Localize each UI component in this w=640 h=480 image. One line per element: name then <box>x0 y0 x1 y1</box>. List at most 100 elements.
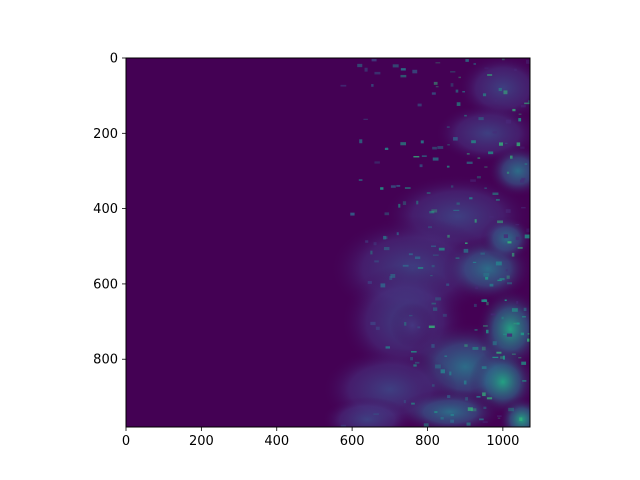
x-tick-label: 400 <box>264 434 289 449</box>
y-tick-label: 800 <box>93 353 118 368</box>
cloud-speckle <box>396 184 401 187</box>
cloud-speckle <box>340 424 346 427</box>
cloud-field <box>321 58 530 427</box>
cloud-speckle <box>480 252 485 255</box>
cloud-speckle <box>385 147 388 150</box>
cloud-speckle <box>371 58 377 62</box>
x-axis: 0 200 400 600 800 1000 <box>122 427 519 449</box>
cloud-speckle <box>364 67 368 72</box>
cloud-speckle <box>498 87 502 92</box>
cloud-speckle <box>521 361 527 365</box>
cloud-speckle <box>484 187 487 189</box>
cloud-speckle <box>517 246 523 249</box>
cloud-speckle <box>482 421 488 423</box>
axes-frame <box>125 57 531 428</box>
cloud-speckle <box>505 269 508 272</box>
cloud-speckle <box>358 179 363 182</box>
cloud-speckle <box>505 209 511 213</box>
cloud-speckle <box>374 260 379 263</box>
cloud-speckle <box>507 282 513 285</box>
cloud-speckle <box>426 192 431 194</box>
cloud-speckle <box>483 406 487 410</box>
cloud-speckle <box>440 417 444 420</box>
cloud-speckle <box>365 240 369 243</box>
cloud-speckle <box>421 155 427 157</box>
cloud-speckle <box>483 325 488 327</box>
cloud-speckle <box>432 307 438 311</box>
cloud-speckle <box>483 273 490 277</box>
cloud-speckle <box>528 100 530 103</box>
cloud-speckle <box>464 344 468 347</box>
cloud-speckle <box>423 423 429 427</box>
cloud-speckle <box>373 413 380 415</box>
cloud-speckle <box>467 407 473 411</box>
cloud-speckle <box>497 279 502 282</box>
cloud-speckle <box>521 206 526 209</box>
cloud-speckle <box>515 224 520 226</box>
cloud-patch <box>480 216 530 262</box>
cloud-speckle <box>524 102 530 105</box>
cloud-speckle <box>384 212 390 216</box>
cloud-speckle <box>494 98 497 102</box>
cloud-speckle <box>513 322 517 325</box>
cloud-speckle <box>524 163 528 165</box>
cloud-speckle <box>433 81 438 85</box>
cloud-speckle <box>400 142 407 146</box>
cloud-speckle <box>458 76 461 79</box>
cloud-speckle <box>476 395 481 398</box>
cloud-speckle <box>523 307 527 312</box>
cloud-speckle <box>363 118 368 120</box>
cloud-speckle <box>497 220 503 224</box>
cloud-speckle <box>400 74 407 78</box>
cloud-speckle <box>509 155 513 159</box>
cloud-speckle <box>526 228 530 233</box>
cloud-speckle <box>370 321 376 326</box>
cloud-speckle <box>384 236 388 240</box>
cloud-speckle <box>398 203 401 208</box>
cloud-speckle <box>518 357 522 359</box>
cloud-speckle <box>390 274 396 278</box>
cloud-speckle <box>497 415 502 417</box>
cloud-speckle <box>396 232 399 236</box>
cloud-speckle <box>437 146 444 149</box>
cloud-speckle <box>477 157 481 159</box>
cloud-speckle <box>507 241 512 244</box>
cloud-speckle <box>521 177 526 181</box>
cloud-speckle <box>476 176 481 179</box>
cloud-speckle <box>440 369 445 374</box>
cloud-speckle <box>402 264 409 267</box>
cloud-speckle <box>446 283 450 286</box>
cloud-speckle <box>481 366 487 369</box>
cloud-speckle <box>463 380 467 385</box>
cloud-speckle <box>350 212 355 216</box>
cloud-speckle <box>463 248 469 253</box>
cloud-speckle <box>479 418 484 421</box>
cloud-speckle <box>408 253 413 256</box>
cloud-speckle <box>410 357 414 361</box>
cloud-speckle <box>380 283 386 288</box>
cloud-speckle <box>428 325 435 328</box>
cloud-speckle <box>383 235 386 240</box>
cloud-speckle <box>435 297 442 301</box>
cloud-speckle <box>413 155 420 158</box>
y-tick-label: 600 <box>93 277 118 292</box>
cloud-speckle <box>404 187 411 189</box>
cloud-speckle <box>432 146 437 150</box>
y-tick-label: 200 <box>93 127 118 142</box>
cloud-speckle <box>524 234 530 239</box>
cloud-speckle <box>506 171 510 174</box>
cloud-speckle <box>484 67 489 69</box>
cloud-speckle <box>420 140 424 144</box>
cloud-speckle <box>473 62 476 65</box>
cloud-speckle <box>455 257 460 259</box>
cloud-speckle <box>380 187 384 190</box>
cloud-speckle <box>455 89 459 93</box>
cloud-speckle <box>515 236 520 241</box>
cloud-speckle <box>392 64 399 68</box>
cloud-speckle <box>516 322 520 325</box>
cloud-speckle <box>444 355 448 357</box>
cloud-speckle <box>474 329 478 331</box>
cloud-speckle <box>431 209 438 213</box>
cloud-speckle <box>449 371 452 376</box>
